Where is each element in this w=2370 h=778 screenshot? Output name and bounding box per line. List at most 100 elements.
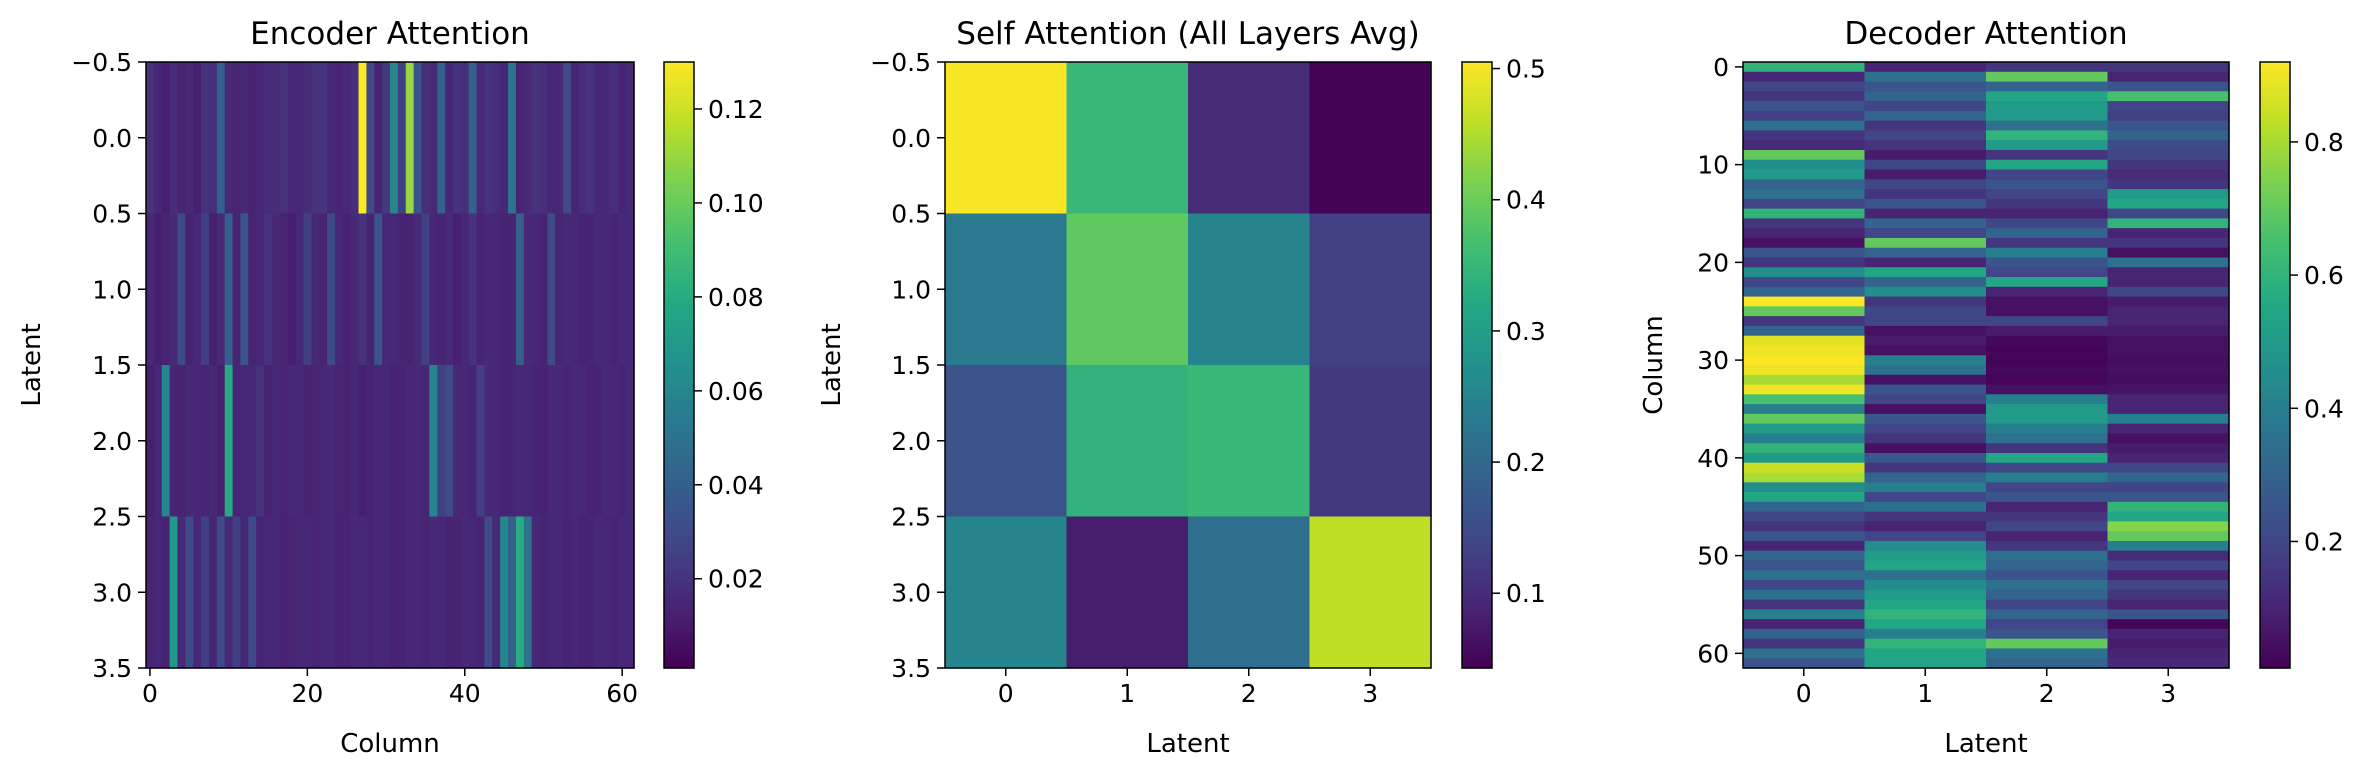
heatmap-cell <box>248 516 257 669</box>
colorbar-segment <box>2260 309 2290 316</box>
x-ticks: 0 20 40 60 <box>142 668 638 708</box>
heatmap-cell <box>1743 482 1866 493</box>
colorbar-segment <box>2260 122 2290 129</box>
heatmap-cell <box>1864 599 1987 610</box>
heatmap-cell <box>2107 355 2230 366</box>
colorbar-segment <box>664 531 694 538</box>
heatmap-cell <box>319 365 328 518</box>
heatmap-cell <box>153 516 163 669</box>
heatmap-cell <box>1986 325 2109 337</box>
heatmap-cell <box>1986 218 2109 229</box>
colorbar-segment <box>1462 445 1492 452</box>
heatmap-cell <box>232 213 242 366</box>
colorbar-segment <box>1462 450 1492 457</box>
heatmap-cell <box>468 365 478 518</box>
colorbar: 0.1 0.2 0.3 0.4 0.5 <box>1461 55 1546 669</box>
heatmap-cell <box>1864 492 1987 503</box>
colorbar-segment <box>1462 87 1492 93</box>
colorbar-segment <box>664 481 694 487</box>
heatmap-cell <box>1864 384 1987 395</box>
colorbar-segment <box>664 466 694 472</box>
heatmap-cell <box>555 516 564 669</box>
colorbar-segment <box>664 577 694 583</box>
colorbar-segment <box>2260 420 2290 427</box>
heatmap-cell <box>1864 472 1987 483</box>
heatmap-cell <box>208 516 218 669</box>
colorbar-segment <box>664 163 694 169</box>
heatmap-cell <box>1743 452 1866 464</box>
colorbar-segment <box>2260 198 2290 204</box>
heatmap-cell <box>287 365 297 518</box>
heatmap-cell <box>523 365 533 518</box>
heatmap-cell <box>1743 580 1866 591</box>
colorbar-segment <box>1462 617 1492 624</box>
heatmap-cell <box>429 516 438 669</box>
heatmap-cell <box>1743 570 1866 581</box>
heatmap-cell <box>2107 335 2230 347</box>
y-axis-label: Latent <box>17 323 47 406</box>
heatmap-cell <box>2107 130 2230 141</box>
colorbar-segment <box>1462 329 1492 336</box>
colorbar-segment <box>2260 329 2290 336</box>
heatmap-cell <box>2107 550 2230 562</box>
heatmap-cell <box>1986 501 2109 513</box>
colorbar-segment <box>664 526 694 533</box>
colorbar-segment <box>1462 218 1492 225</box>
heatmap-cell <box>342 365 352 518</box>
colorbar-segment <box>1462 248 1492 255</box>
plot-frame <box>1742 61 2230 669</box>
colorbar-segment <box>664 400 694 406</box>
colorbar-segment <box>1462 198 1492 204</box>
heatmap-cell <box>586 213 596 366</box>
heatmap-cell <box>945 213 1068 366</box>
colorbar-segment <box>664 329 694 336</box>
colorbar-segment <box>664 294 694 300</box>
heatmap-cell <box>508 516 517 669</box>
heatmap-cell <box>1864 130 1987 141</box>
colorbar-segment <box>2260 324 2290 331</box>
colorbar-segment <box>1462 178 1492 184</box>
heatmap-cell <box>578 516 588 669</box>
colorbar-segment <box>664 471 694 477</box>
colorbar-segment <box>2260 82 2290 88</box>
colorbar-segment <box>2260 506 2290 513</box>
heatmap-cell <box>1864 277 1987 288</box>
heatmap-cell <box>1864 521 1987 532</box>
colorbar-segment <box>2260 258 2290 265</box>
heatmap-cell <box>594 62 604 215</box>
heatmap-cell <box>374 62 383 215</box>
colorbar-segment <box>1462 546 1492 553</box>
heatmap-cell <box>311 62 320 215</box>
heatmap-cell <box>1743 521 1866 532</box>
heatmap-cell <box>1188 213 1311 366</box>
colorbar-segment <box>664 132 694 139</box>
heatmap-cell <box>382 62 391 215</box>
y-ticks: −0.5 0.0 0.5 1.0 1.5 2.0 2.5 3.0 3.5 <box>870 48 945 683</box>
heatmap-cell <box>2107 619 2230 630</box>
colorbar-segment <box>2260 127 2290 134</box>
heatmap-cell <box>1743 345 1866 356</box>
colorbar-segment <box>1462 657 1492 664</box>
colorbar-segment <box>2260 208 2290 215</box>
heatmap-cell <box>153 365 163 518</box>
colorbar-segment <box>1462 284 1492 290</box>
colorbar-segment <box>1462 476 1492 482</box>
heatmap-cell <box>390 516 399 669</box>
colorbar-segment <box>1462 592 1492 598</box>
y-tick-label: 2.0 <box>891 427 931 456</box>
heatmap-cell <box>1864 619 1987 630</box>
heatmap-cell <box>492 365 501 518</box>
self-attention-panel: Self Attention (All Layers Avg) Latent L… <box>817 16 1546 759</box>
colorbar-segment <box>664 607 694 614</box>
y-tick-label: 1.0 <box>92 275 132 304</box>
heatmap-cell <box>1986 159 2109 171</box>
colorbar-segment <box>2260 102 2290 109</box>
heatmap-cell <box>295 213 305 366</box>
colorbar-segment <box>2260 657 2290 664</box>
colorbar-segment <box>664 62 694 68</box>
heatmap-cell <box>555 365 564 518</box>
heatmap-cell <box>421 62 430 215</box>
heatmap-cell <box>1864 433 1987 444</box>
heatmap-cell <box>429 213 438 366</box>
heatmap-cell <box>618 516 627 669</box>
